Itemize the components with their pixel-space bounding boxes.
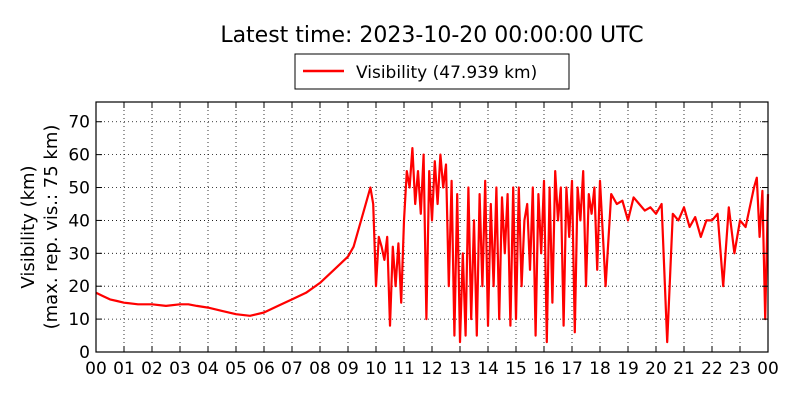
x-tick-label: 11 [393,359,415,379]
x-tick-label: 19 [617,359,639,379]
x-tick-label: 01 [113,359,135,379]
y-tick-label: 0 [79,343,90,363]
x-tick-label: 16 [533,359,555,379]
x-tick-label: 05 [225,359,247,379]
y-tick-label: 30 [68,244,90,264]
x-tick-label: 14 [477,359,499,379]
plot-area [95,147,770,344]
x-tick-label: 21 [673,359,695,379]
legend: Visibility (47.939 km) [294,53,570,90]
x-tick-label: 07 [281,359,303,379]
x-tick-label: 00 [85,359,107,379]
y-tick-label: 70 [68,113,90,133]
x-tick-label: 13 [449,359,471,379]
x-tick-label: 18 [589,359,611,379]
y-tick-label: 50 [68,179,90,199]
y-tick-label: 40 [68,211,90,231]
x-tick-label: 00 [757,359,779,379]
x-tick-label: 17 [561,359,583,379]
x-tick-label: 20 [645,359,667,379]
x-tick-label: 06 [253,359,275,379]
y-axis-label-line2: (max. rep. vis.: 75 km) [41,125,62,330]
x-tick-label: 22 [701,359,723,379]
x-tick-label: 12 [421,359,443,379]
x-tick-label: 23 [729,359,751,379]
chart-title: Latest time: 2023-10-20 00:00:00 UTC [220,23,643,48]
x-tick-label: 15 [505,359,527,379]
visibility-series-line [95,147,770,344]
x-tick-label: 02 [141,359,163,379]
y-tick-label: 10 [68,310,90,330]
x-tick-label: 08 [309,359,331,379]
axis-ticks: 0 10 20 30 40 50 60 70 00 01 02 03 04 05 06 07 08 09 10 11 1… [68,102,779,379]
x-tick-label: 09 [337,359,359,379]
y-tick-label: 60 [68,146,90,166]
x-tick-label: 10 [365,359,387,379]
x-tick-label: 03 [169,359,191,379]
y-axis-label-line1: Visibility (km) [18,165,39,288]
x-tick-label: 04 [197,359,219,379]
legend-label: Visibility (47.939 km) [356,63,537,83]
y-tick-label: 20 [68,277,90,297]
